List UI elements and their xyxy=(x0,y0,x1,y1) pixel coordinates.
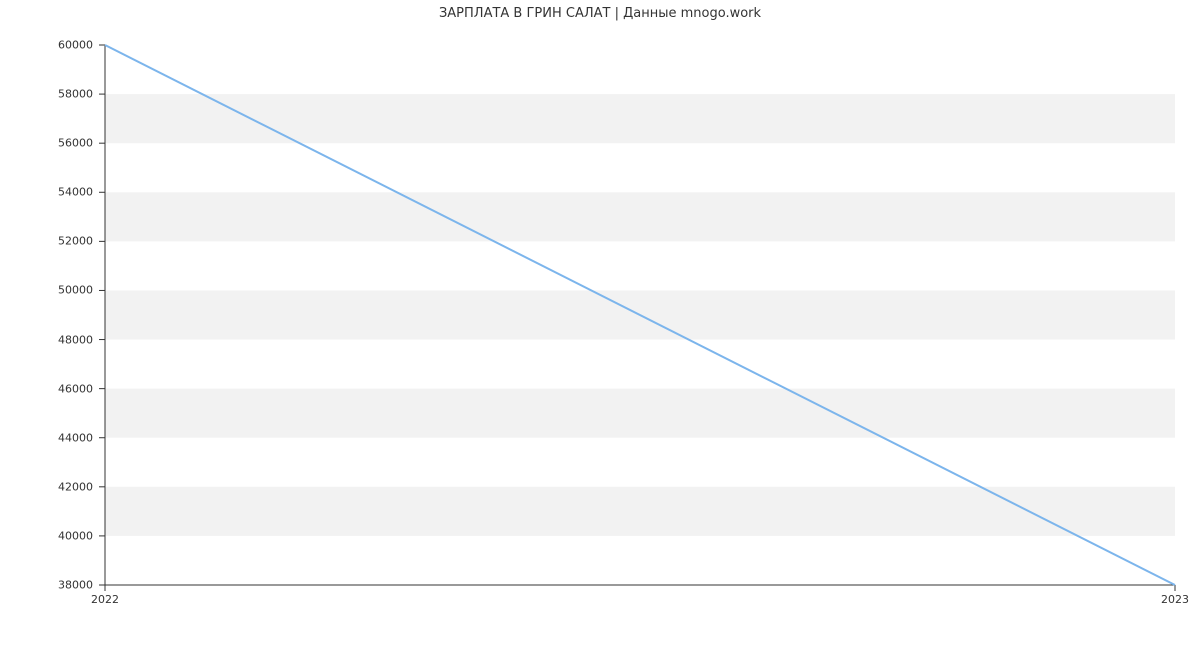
y-tick-label: 56000 xyxy=(43,137,93,150)
y-tick-label: 44000 xyxy=(43,431,93,444)
y-tick-label: 60000 xyxy=(43,39,93,52)
y-tick-label: 54000 xyxy=(43,186,93,199)
x-tick-label: 2022 xyxy=(91,593,119,606)
y-tick-label: 40000 xyxy=(43,529,93,542)
y-tick-label: 42000 xyxy=(43,480,93,493)
y-tick-label: 50000 xyxy=(43,284,93,297)
chart-plot-area xyxy=(105,45,1175,585)
x-tick-label: 2023 xyxy=(1161,593,1189,606)
y-tick-label: 38000 xyxy=(43,579,93,592)
y-tick-label: 48000 xyxy=(43,333,93,346)
chart-svg xyxy=(105,45,1175,585)
y-tick-label: 52000 xyxy=(43,235,93,248)
y-tick-label: 46000 xyxy=(43,382,93,395)
y-tick-label: 58000 xyxy=(43,88,93,101)
chart-title: ЗАРПЛАТА В ГРИН САЛАТ | Данные mnogo.wor… xyxy=(0,6,1200,21)
